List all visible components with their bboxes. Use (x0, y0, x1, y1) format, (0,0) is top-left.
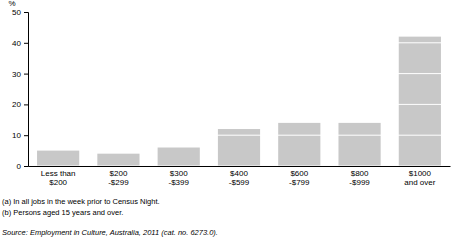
y-axis-title: % (8, 0, 15, 8)
y-tick: 40 (12, 39, 28, 48)
x-tick-label: $200-$299 (108, 169, 129, 187)
footnote: (a) In all jobs in the week prior to Cen… (2, 197, 160, 206)
footnote: (b) Persons aged 15 years and over. (2, 208, 123, 217)
x-tick: $300-$399 (168, 166, 189, 187)
bar (97, 154, 139, 166)
marks (28, 12, 450, 166)
bar (278, 123, 320, 166)
y-tick-label: 50 (12, 8, 21, 17)
x-tick-label: $600-$799 (289, 169, 310, 187)
x-tick: $600-$799 (289, 166, 310, 187)
y-tick-mark (24, 74, 28, 75)
y-tick: 50 (12, 8, 28, 17)
x-tick-label: Less than$200 (41, 169, 76, 187)
y-tick-mark (24, 43, 28, 44)
y-tick: 10 (12, 131, 28, 140)
y-tick-mark (24, 166, 28, 167)
x-tick: $800-$999 (349, 166, 370, 187)
chart: 0 10 20 30 40 50 Less than$200 $200-$299 $300-$3… (0, 0, 454, 246)
y-tick-label: 10 (12, 131, 21, 140)
y-tick-label: 40 (12, 39, 21, 48)
y-tick-mark (24, 135, 28, 136)
plot: 0 10 20 30 40 50 Less than$200 $200-$299 $300-$3… (12, 8, 450, 187)
y-axis: 0 10 20 30 40 50 (12, 8, 28, 171)
x-tick-label: $300-$399 (168, 169, 189, 187)
x-tick-label: $1000and over (404, 169, 435, 187)
x-tick: $400-$599 (229, 166, 250, 187)
y-tick-label: 0 (17, 162, 22, 171)
y-tick: 30 (12, 70, 28, 79)
y-tick: 0 (17, 162, 28, 171)
y-tick-label: 20 (12, 100, 21, 109)
x-tick: $1000and over (404, 166, 435, 187)
bar (37, 151, 79, 166)
bar (158, 148, 200, 166)
x-tick-label: $400-$599 (229, 169, 250, 187)
y-tick-mark (24, 12, 28, 13)
x-tick-label: $800-$999 (349, 169, 370, 187)
grid-line (28, 166, 450, 167)
footnote: Source: Employment in Culture, Australia… (2, 228, 218, 237)
bar (218, 129, 260, 166)
grid-line (28, 12, 450, 13)
y-tick-label: 30 (12, 70, 21, 79)
grid-line (28, 104, 450, 105)
y-axis-line (24, 13, 29, 167)
bar (399, 37, 441, 166)
bar (338, 123, 380, 166)
x-tick: $200-$299 (108, 166, 129, 187)
y-tick-mark (24, 104, 28, 105)
y-tick: 20 (12, 100, 28, 109)
grid-line (28, 135, 450, 136)
x-tick: Less than$200 (41, 166, 76, 187)
x-axis: Less than$200 $200-$299 $300-$399 $400-$599… (29, 166, 451, 187)
x-axis-line (29, 166, 451, 167)
grid-line (28, 42, 450, 43)
grid-line (28, 73, 450, 74)
